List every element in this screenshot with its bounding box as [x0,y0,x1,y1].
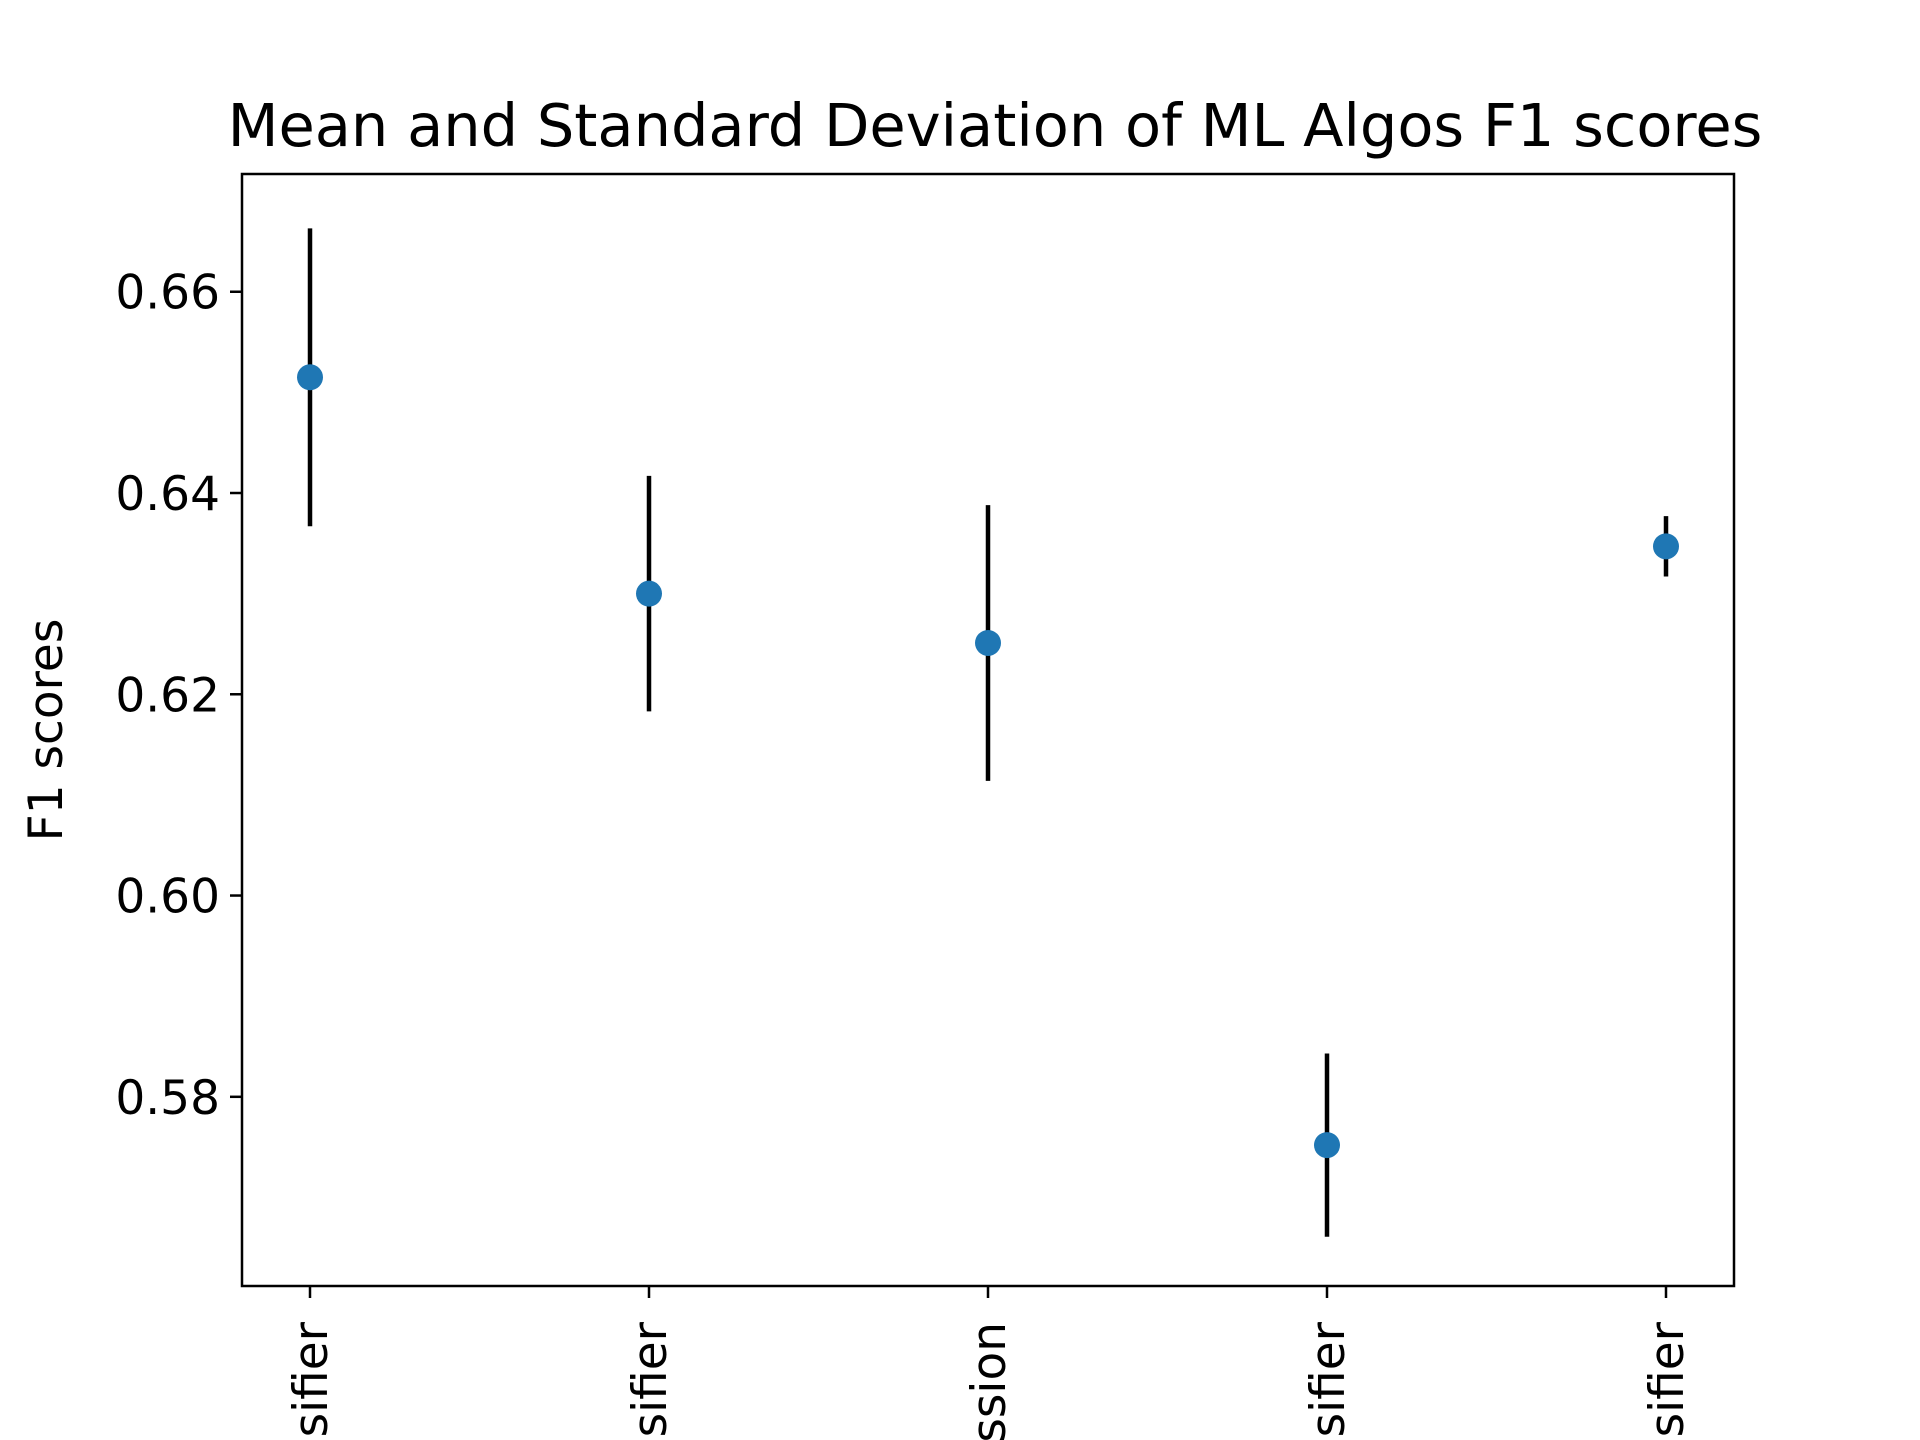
x-tick-label: sifier [623,1321,678,1437]
chart-title: Mean and Standard Deviation of ML Algos … [228,91,1763,160]
y-tick-label: 0.58 [115,1071,220,1126]
y-tick-label: 0.62 [115,668,220,723]
x-tick-label: ssion [962,1322,1017,1440]
data-point [975,629,1001,656]
x-tick-label: sifier [1640,1321,1695,1437]
y-tick-label: 0.66 [115,266,220,321]
x-tick-label: sifier [284,1321,339,1437]
y-ticks: 0.58 0.60 0.62 0.64 0.66 [115,266,242,1126]
data-point [297,364,323,391]
data-point [1314,1132,1340,1159]
y-tick-label: 0.60 [115,870,220,925]
y-axis-label: F1 scores [19,619,74,842]
plot-frame [240,172,1736,1288]
x-tick-label: sifier [1301,1321,1356,1437]
data-points [297,364,1679,1159]
x-ticks: sifier sifier ssion sifier sifier [284,1286,1695,1440]
data-point [636,580,662,607]
y-tick-label: 0.64 [115,467,220,522]
data-point [1653,533,1679,560]
